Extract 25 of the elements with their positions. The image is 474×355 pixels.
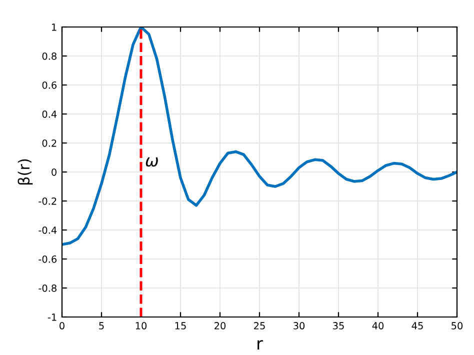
x-axis-title: r	[258, 340, 263, 350]
x-tick-label: 20	[214, 322, 226, 330]
y-axis-title: β(r)	[18, 159, 33, 185]
y-tick-label: 0.4	[42, 110, 57, 118]
ref-line-label: ω	[146, 157, 158, 167]
x-tick-label: 35	[333, 322, 344, 330]
y-tick-label: -0.4	[38, 226, 57, 234]
y-tick-label: -0.6	[38, 255, 57, 263]
x-tick-label: 10	[136, 322, 147, 330]
y-tick-label: 0.6	[42, 81, 57, 89]
x-tick-label: 40	[372, 322, 384, 330]
x-tick-label: 5	[99, 322, 104, 330]
y-tick-label: -1	[48, 314, 56, 321]
y-tick-label: 1	[52, 24, 56, 31]
x-tick-label: 50	[452, 322, 463, 330]
x-tick-label: 30	[294, 322, 305, 330]
y-tick-label: 0.8	[42, 52, 56, 60]
y-tick-label: -0.2	[38, 197, 56, 205]
x-tick-label: 25	[254, 322, 265, 330]
x-tick-label: 45	[412, 322, 423, 330]
y-tick-label: 0.2	[42, 139, 56, 147]
y-tick-label: -0.8	[38, 284, 56, 292]
y-tick-label: 0	[52, 168, 56, 176]
x-tick-label: 15	[175, 322, 186, 330]
x-tick-label: 0	[60, 322, 64, 330]
